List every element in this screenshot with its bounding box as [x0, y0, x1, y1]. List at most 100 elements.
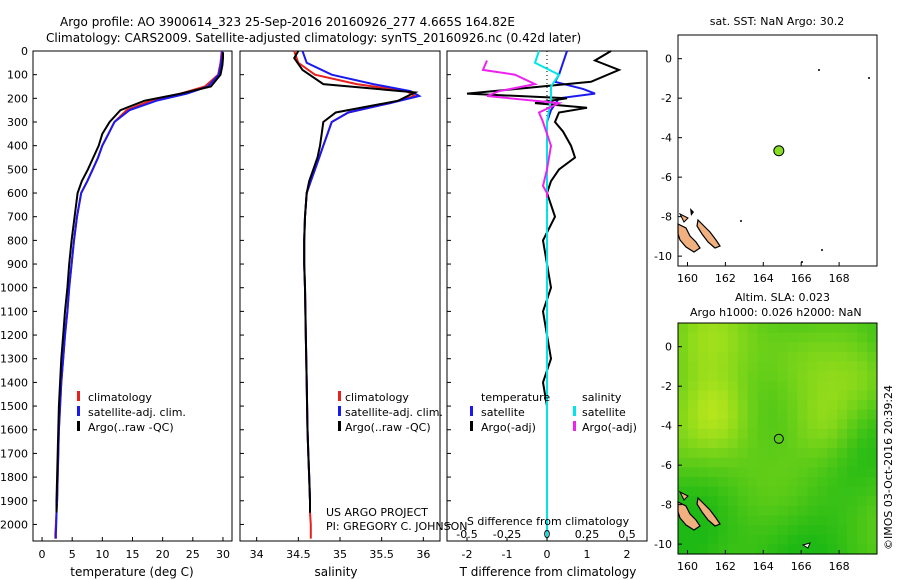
heatmap-cell: [847, 448, 858, 459]
heatmap-cell: [857, 477, 868, 488]
heatmap-cell: [817, 390, 828, 401]
heatmap-cell: [797, 457, 808, 468]
heatmap-cell: [827, 457, 838, 468]
map-y-tick-label: 0: [665, 53, 672, 66]
y-tick-label: 200: [7, 92, 28, 105]
heatmap-cell: [688, 371, 699, 382]
map-y-tick-label: -6: [661, 459, 672, 472]
heatmap-cell: [777, 477, 788, 488]
heatmap-cell: [807, 515, 818, 526]
heatmap-cell: [807, 467, 818, 478]
heatmap-cell: [727, 467, 739, 478]
heatmap-cell: [717, 419, 729, 430]
sla-map-title-line1: Altim. SLA: 0.023: [735, 291, 830, 304]
heatmap-cell: [777, 428, 788, 440]
legend-swatch-t-argo: [470, 421, 473, 431]
heatmap-cell: [707, 323, 719, 334]
heatmap-cell: [697, 409, 709, 420]
heatmap-cell: [777, 505, 788, 517]
heatmap-cell: [837, 467, 848, 478]
map-y-tick-label: 0: [665, 341, 672, 354]
s-tick-label: 0.5: [618, 528, 636, 541]
heatmap-cell: [767, 525, 778, 536]
heatmap-cell: [777, 323, 788, 334]
heatmap-cell: [857, 544, 868, 555]
argo-location-marker: [773, 433, 784, 444]
heatmap-cell: [847, 419, 858, 430]
heatmap-cell: [688, 544, 699, 555]
y-tick-label: 1500: [0, 400, 28, 413]
heatmap-cell: [767, 534, 778, 545]
heatmap-cell: [867, 332, 878, 343]
heatmap-cell: [797, 477, 808, 488]
heatmap-cell: [697, 438, 709, 449]
heatmap-cell: [807, 409, 818, 420]
heatmap-cell: [857, 448, 868, 459]
heatmap-cell: [817, 457, 828, 468]
legend-swatch-climatology: [77, 391, 80, 401]
heatmap-cell: [807, 496, 818, 507]
island-dot: [740, 220, 742, 222]
heatmap-cell: [787, 332, 798, 343]
heatmap-cell: [857, 342, 868, 353]
legend-label-argo: Argo(..raw -QC): [345, 421, 431, 434]
heatmap-cell: [847, 409, 858, 420]
heatmap-cell: [797, 525, 808, 536]
heatmap-cell: [727, 361, 739, 372]
heatmap-cell: [777, 371, 788, 382]
legend-label-argo: Argo(..raw -QC): [88, 421, 174, 434]
heatmap-cell: [837, 400, 848, 411]
heatmap-cell: [747, 496, 759, 507]
heatmap-cell: [807, 419, 818, 430]
x-tick-label: 10: [95, 548, 109, 561]
heatmap-cell: [747, 323, 759, 334]
heatmap-cell: [678, 448, 689, 459]
heatmap-cell: [727, 342, 739, 353]
heatmap-cell: [737, 477, 749, 488]
heatmap-cell: [747, 409, 759, 420]
heatmap-cell: [697, 448, 709, 459]
heatmap-cell: [688, 351, 699, 363]
heatmap-cell: [767, 380, 778, 391]
heatmap-cell: [737, 371, 749, 382]
heatmap-cell: [678, 544, 689, 555]
heatmap-cell: [817, 544, 828, 555]
heatmap-cell: [867, 438, 878, 449]
heatmap-cell: [837, 390, 848, 401]
heatmap-cell: [678, 477, 689, 488]
heatmap-cell: [688, 419, 699, 430]
heatmap-cell: [867, 400, 878, 411]
heatmap-cell: [727, 400, 739, 411]
heatmap-cell: [767, 351, 778, 363]
heatmap-cell: [737, 486, 749, 497]
heatmap-cell: [757, 409, 769, 420]
heatmap-cell: [847, 361, 858, 372]
heatmap-cell: [717, 467, 729, 478]
heatmap-cell: [847, 525, 858, 536]
heatmap-cell: [717, 505, 729, 517]
heatmap-cell: [787, 525, 798, 536]
heatmap-cell: [727, 544, 739, 555]
heatmap-cell: [837, 525, 848, 536]
heatmap-cell: [757, 342, 769, 353]
heatmap-cell: [787, 342, 798, 353]
sla-map-title-line2: Argo h1000: 0.026 h2000: NaN: [690, 306, 862, 319]
heatmap-cell: [757, 371, 769, 382]
heatmap-cell: [857, 400, 868, 411]
heatmap-cell: [737, 323, 749, 334]
series-line-satellite-adj-clim-: [54, 50, 224, 539]
heatmap-cell: [847, 371, 858, 382]
heatmap-cell: [797, 409, 808, 420]
heatmap-cell: [737, 342, 749, 353]
land-shape: [677, 223, 701, 253]
heatmap-cell: [807, 457, 818, 468]
heatmap-cell: [827, 448, 838, 459]
x-tick-label: 0: [544, 548, 551, 561]
heatmap-cell: [707, 477, 719, 488]
heatmap-cell: [757, 332, 769, 343]
y-tick-label: 1900: [0, 495, 28, 508]
heatmap-cell: [827, 351, 838, 363]
heatmap-cell: [707, 496, 719, 507]
heatmap-cell: [697, 496, 709, 507]
heatmap-cell: [697, 351, 709, 363]
